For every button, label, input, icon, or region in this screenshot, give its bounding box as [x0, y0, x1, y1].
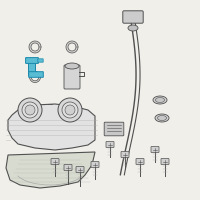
FancyBboxPatch shape [123, 11, 143, 23]
Polygon shape [6, 152, 95, 188]
FancyBboxPatch shape [151, 146, 159, 152]
Ellipse shape [155, 114, 169, 122]
Ellipse shape [128, 25, 138, 31]
Polygon shape [30, 72, 40, 82]
Ellipse shape [158, 116, 166, 120]
FancyBboxPatch shape [64, 164, 72, 170]
Circle shape [65, 105, 75, 115]
FancyBboxPatch shape [26, 58, 38, 63]
Polygon shape [66, 41, 78, 53]
Circle shape [58, 98, 82, 122]
FancyBboxPatch shape [161, 158, 169, 164]
Ellipse shape [153, 96, 167, 104]
FancyBboxPatch shape [29, 58, 36, 75]
Polygon shape [8, 104, 95, 150]
Circle shape [22, 102, 38, 118]
FancyBboxPatch shape [38, 59, 43, 62]
Polygon shape [67, 72, 78, 82]
FancyBboxPatch shape [29, 72, 43, 77]
Circle shape [62, 102, 78, 118]
FancyBboxPatch shape [106, 142, 114, 148]
FancyBboxPatch shape [64, 65, 80, 89]
FancyBboxPatch shape [136, 158, 144, 164]
FancyBboxPatch shape [51, 158, 59, 164]
Ellipse shape [156, 98, 164, 102]
Circle shape [18, 98, 42, 122]
FancyBboxPatch shape [104, 122, 124, 136]
FancyBboxPatch shape [91, 162, 99, 168]
Polygon shape [29, 41, 41, 53]
FancyBboxPatch shape [76, 166, 84, 172]
Ellipse shape [65, 63, 79, 69]
Circle shape [25, 105, 35, 115]
FancyBboxPatch shape [121, 152, 129, 158]
